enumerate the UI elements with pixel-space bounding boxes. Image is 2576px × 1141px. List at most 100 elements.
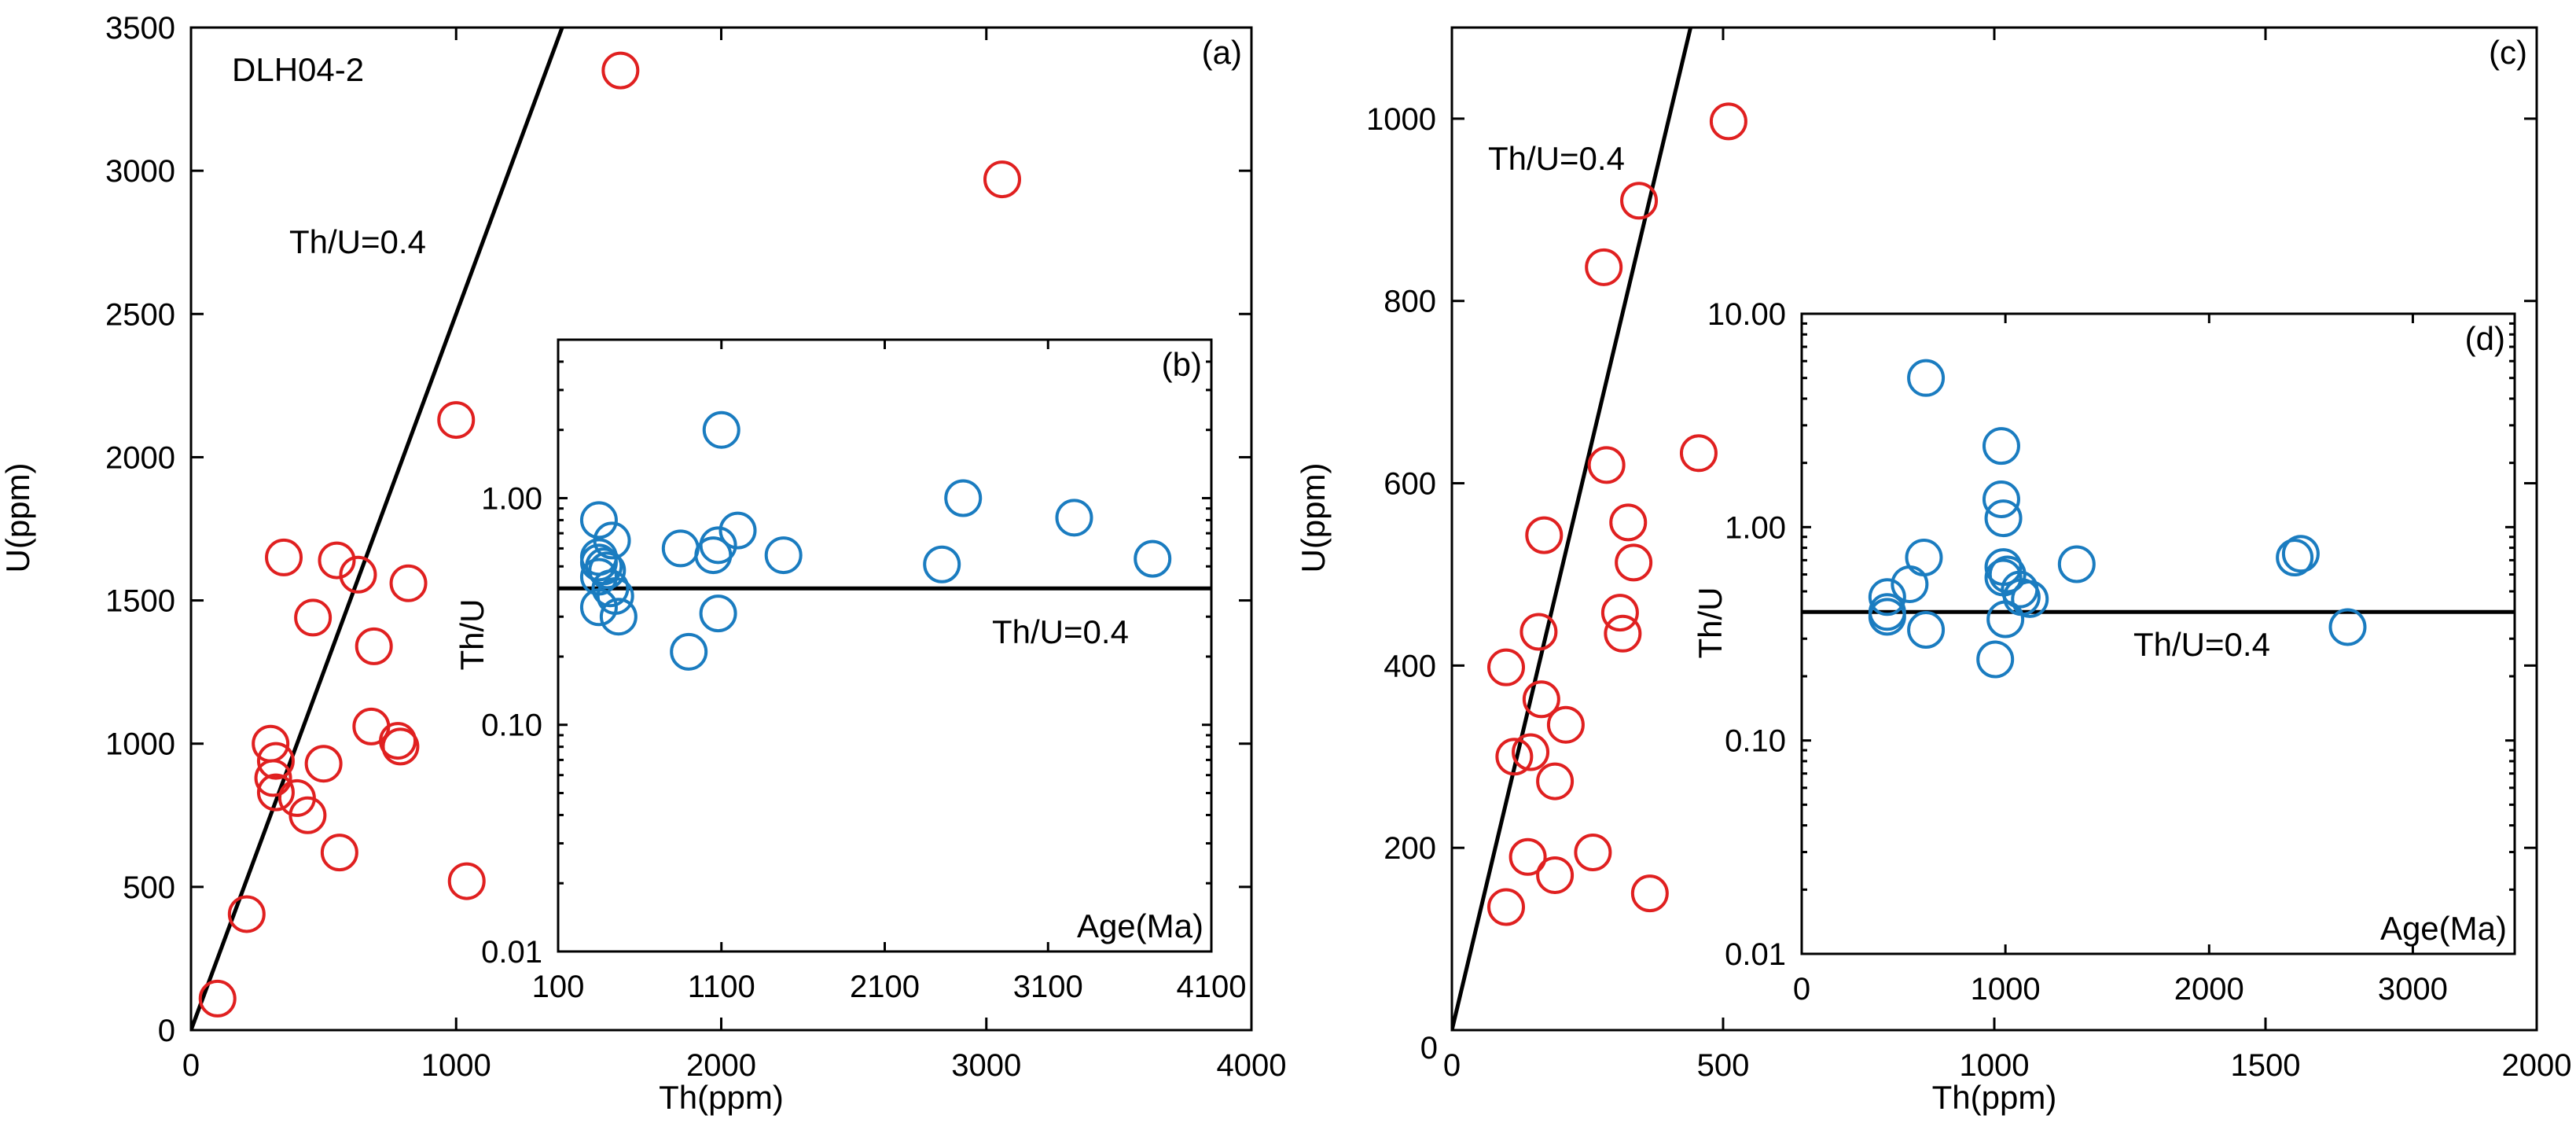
data-point — [1907, 359, 1946, 397]
data-point — [1604, 614, 1642, 653]
data-point — [591, 569, 630, 608]
data-point — [304, 745, 343, 783]
x-tick-label: 1100 — [688, 970, 755, 1004]
chart-panel-a: 0 1000 2000 3000 4000 0 500 1000 1500 2000 2500 300… — [0, 11, 1287, 1116]
data-point — [288, 796, 327, 834]
plot-frame — [1800, 312, 2516, 955]
data-point — [1907, 610, 1946, 649]
chart-panel-d: 0 1000 2000 3000 0.01 0.10 1.00 10.00 (d) Age(Ma)… — [1692, 297, 2516, 1007]
panel-label: (b) — [1162, 346, 1202, 383]
y-tick-label: 0.01 — [1725, 937, 1786, 972]
data-point — [764, 536, 803, 575]
data-point — [596, 576, 634, 615]
data-point — [437, 401, 476, 440]
data-point — [1487, 648, 1525, 686]
inset-background — [1802, 314, 2515, 954]
data-point — [718, 511, 757, 550]
data-point — [1620, 182, 1659, 220]
data-point — [983, 160, 1021, 199]
y-tick-label: 2500 — [105, 297, 175, 332]
data-point — [1609, 503, 1648, 542]
data-point — [1546, 705, 1585, 744]
data-point — [944, 479, 983, 517]
data-point — [339, 555, 377, 594]
data-point — [579, 543, 618, 582]
x-tick-label: 100 — [532, 970, 585, 1004]
reference-line-label: Th/U=0.4 — [992, 613, 1129, 650]
data-point — [593, 521, 631, 560]
data-point — [923, 545, 961, 583]
data-point — [1134, 539, 1172, 578]
data-point — [1487, 888, 1525, 926]
data-point — [447, 862, 486, 900]
x-axis-label: Th(ppm) — [659, 1079, 784, 1116]
y-tick-label: 10.00 — [1707, 297, 1786, 332]
reference-line — [191, 28, 564, 1030]
data-point — [1982, 427, 2020, 466]
y-tick-label: 600 — [1384, 467, 1436, 502]
x-tick-label: 3100 — [1013, 970, 1083, 1004]
sample-label: DLH04-2 — [232, 51, 364, 88]
data-point — [670, 632, 708, 671]
data-point — [1512, 733, 1550, 771]
data-point — [1055, 499, 1093, 537]
x-tick-label: 4100 — [1177, 970, 1247, 1004]
data-point — [1587, 446, 1626, 484]
data-point — [1574, 833, 1612, 871]
x-tick-label: 500 — [1697, 1048, 1750, 1083]
inset-background — [558, 340, 1211, 951]
data-point — [320, 834, 358, 872]
data-point — [227, 895, 266, 933]
y-tick-label: 200 — [1384, 831, 1436, 866]
x-tick-label: 4000 — [1217, 1048, 1287, 1083]
data-point — [2328, 608, 2367, 646]
data-point — [702, 410, 740, 449]
data-point — [601, 51, 640, 90]
x-tick-label: 1000 — [1971, 972, 2041, 1007]
data-point — [2276, 539, 2314, 577]
data-point — [1679, 434, 1718, 473]
y-tick-label: 500 — [123, 870, 175, 905]
data-point — [1868, 578, 1906, 617]
y-tick-label: 0.01 — [481, 935, 542, 970]
data-point — [318, 541, 356, 580]
x-tick-label: 2000 — [686, 1048, 756, 1083]
y-axis-label: Th/U — [454, 598, 491, 670]
reference-line-label: Th/U=0.4 — [1488, 140, 1625, 177]
y-tick-label: 1500 — [105, 584, 175, 619]
y-tick-label: 0.10 — [1725, 724, 1786, 759]
chart-panel-c: 0 500 1000 1500 2000 200 400 600 800 1000 0 (c) Th(p… — [1295, 26, 2572, 1116]
x-tick-label: 0 — [182, 1048, 200, 1083]
x-tick-label: 2000 — [2502, 1048, 2572, 1083]
data-point — [579, 501, 618, 539]
x-tick-label: 3000 — [951, 1048, 1021, 1083]
x-axis-label: Age(Ma) — [2380, 910, 2507, 947]
data-point — [1615, 543, 1653, 582]
y-axis-label: U(ppm) — [1295, 462, 1332, 572]
x-axis-label: Th(ppm) — [1932, 1079, 2057, 1116]
x-tick-label: 0 — [1793, 972, 1810, 1007]
data-point — [599, 598, 638, 636]
data-point — [1585, 248, 1623, 286]
data-point — [256, 742, 295, 780]
y-tick-label: 3500 — [105, 11, 175, 46]
x-tick-label: 2000 — [2174, 972, 2244, 1007]
data-point — [1905, 539, 1943, 577]
data-point — [1868, 598, 1906, 636]
data-point — [2281, 535, 2320, 573]
reference-line-label: Th/U=0.4 — [289, 223, 426, 260]
x-tick-label: 1500 — [2231, 1048, 2301, 1083]
x-tick-label: 3000 — [2378, 972, 2448, 1007]
data-point — [2011, 580, 2049, 618]
y-tick-label: 0.10 — [481, 709, 542, 743]
data-point — [1630, 874, 1669, 913]
data-point — [1984, 499, 2023, 538]
data-point — [1536, 856, 1575, 894]
data-point — [2057, 545, 2096, 583]
panel-label: (c) — [2489, 34, 2527, 71]
x-axis-label: Age(Ma) — [1077, 907, 1203, 944]
data-point — [198, 979, 237, 1018]
data-point — [588, 551, 627, 590]
panel-label: (a) — [1202, 34, 1242, 71]
